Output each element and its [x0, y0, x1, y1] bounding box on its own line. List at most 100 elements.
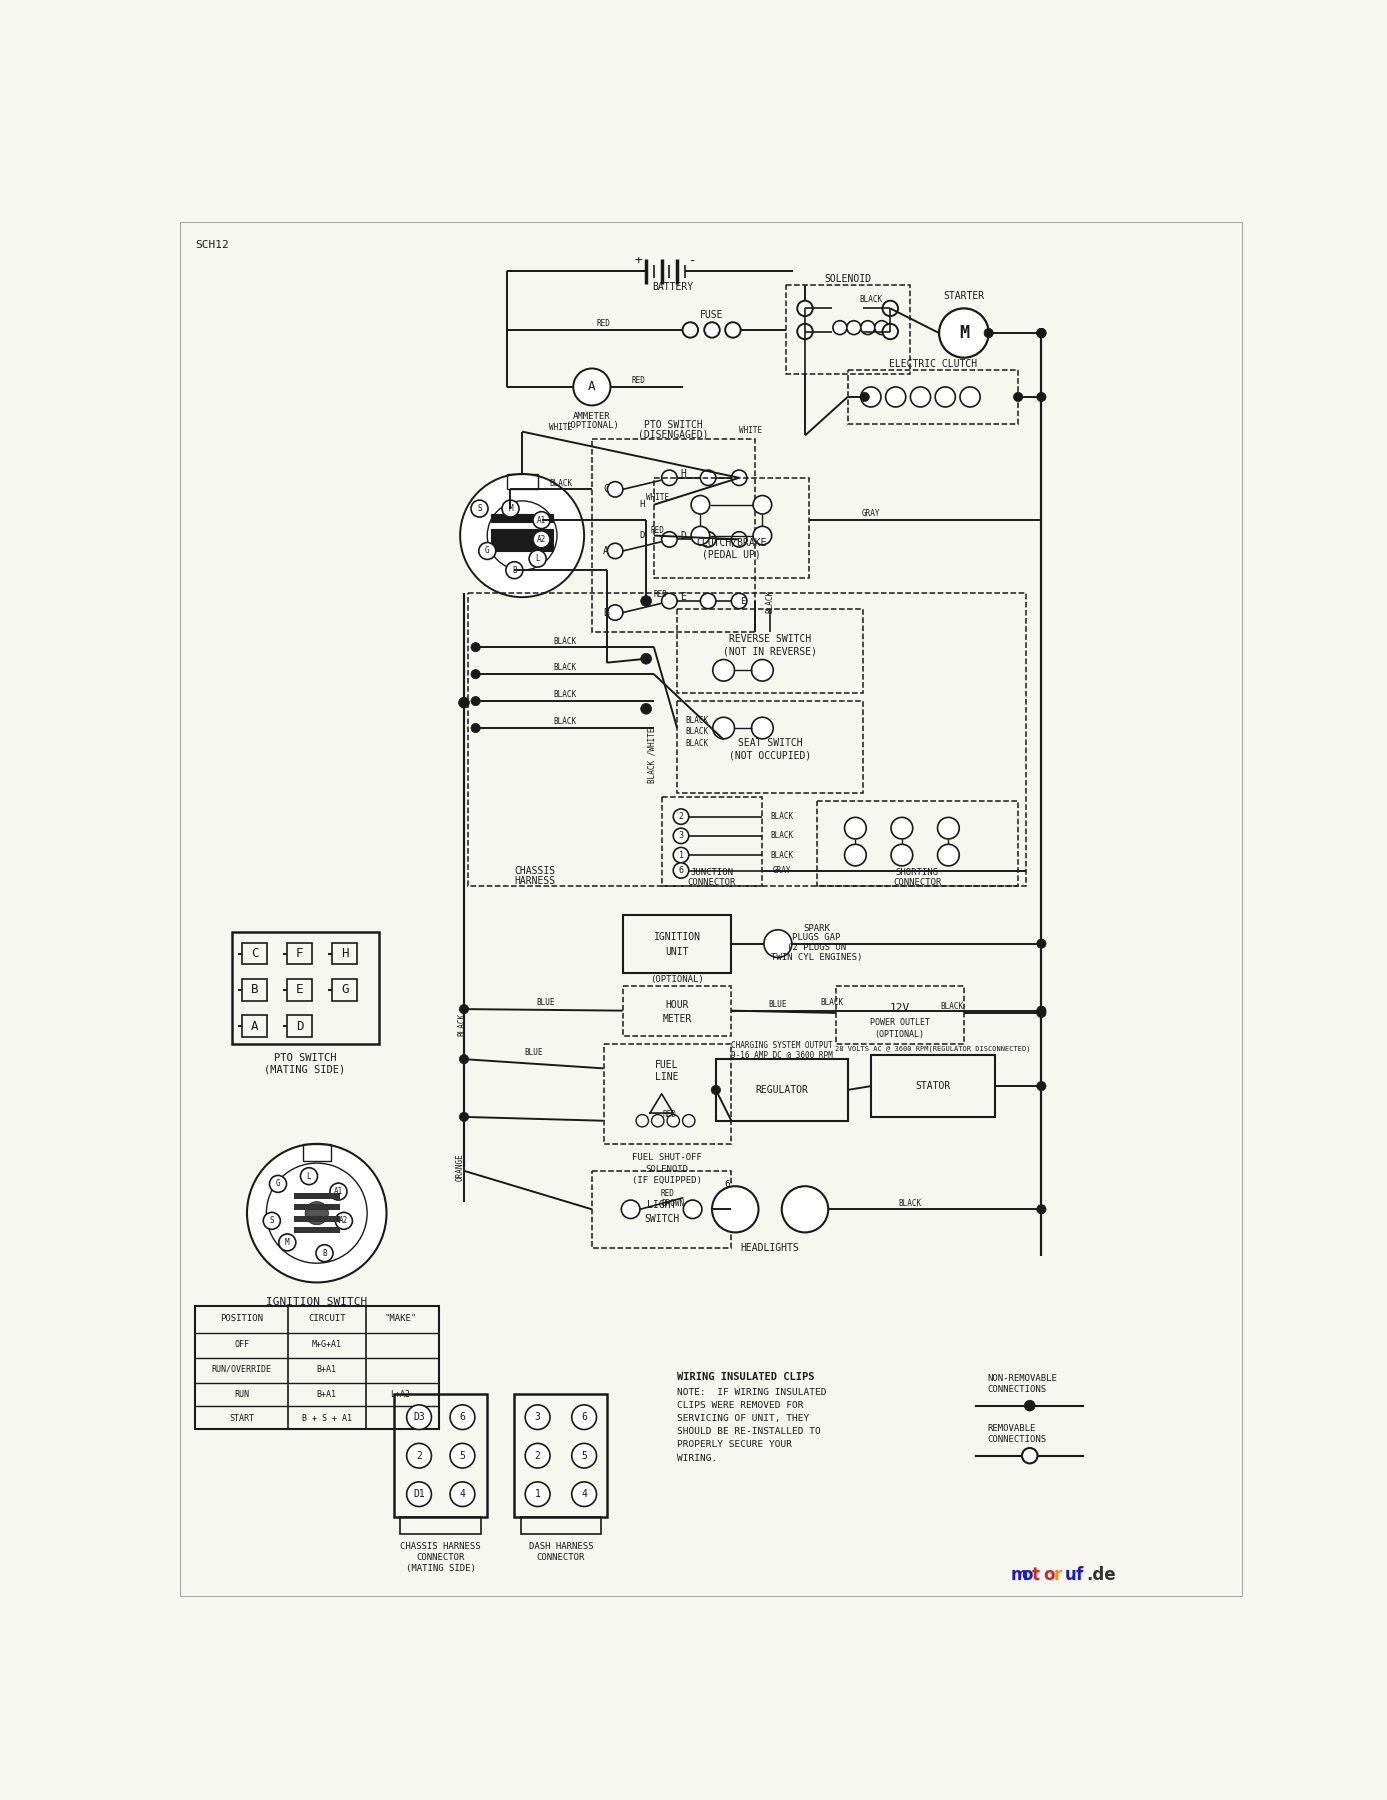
Circle shape — [691, 495, 710, 515]
Text: BLACK: BLACK — [685, 740, 707, 749]
Text: DASH HARNESS: DASH HARNESS — [528, 1543, 594, 1552]
Circle shape — [506, 562, 523, 578]
Text: METER: METER — [663, 1013, 692, 1024]
Circle shape — [652, 1114, 664, 1127]
Bar — [294, 1217, 340, 1222]
Circle shape — [449, 1444, 474, 1469]
Text: D: D — [295, 1019, 304, 1033]
Text: E: E — [295, 983, 304, 997]
Text: RUN: RUN — [234, 1390, 250, 1399]
Circle shape — [752, 659, 773, 680]
Text: G: G — [485, 547, 490, 556]
Circle shape — [682, 322, 698, 338]
Bar — [623, 914, 731, 974]
Text: 3: 3 — [678, 832, 684, 841]
Text: HOUR: HOUR — [666, 1001, 689, 1010]
Bar — [491, 515, 553, 522]
Circle shape — [621, 1201, 639, 1219]
Text: (PEDAL UP): (PEDAL UP) — [702, 549, 760, 560]
Text: 3: 3 — [534, 1413, 541, 1422]
Circle shape — [502, 500, 519, 517]
Circle shape — [798, 301, 813, 317]
Text: f: f — [1075, 1566, 1083, 1584]
Text: 5: 5 — [581, 1451, 587, 1462]
Circle shape — [472, 724, 480, 733]
Text: BLUE: BLUE — [524, 1048, 542, 1057]
Text: G: G — [276, 1179, 280, 1188]
Text: F: F — [295, 947, 304, 959]
Circle shape — [673, 862, 689, 878]
Circle shape — [939, 308, 989, 358]
Circle shape — [731, 594, 746, 608]
Text: FUEL: FUEL — [655, 1060, 678, 1071]
Text: CHASSIS: CHASSIS — [515, 866, 556, 875]
Circle shape — [753, 526, 771, 545]
Circle shape — [834, 320, 847, 335]
Bar — [294, 1204, 340, 1210]
Text: FUEL SHUT-OFF: FUEL SHUT-OFF — [632, 1154, 702, 1163]
Bar — [817, 801, 1018, 886]
Circle shape — [1036, 392, 1046, 401]
Circle shape — [667, 1114, 680, 1127]
Text: CLIPS WERE REMOVED FOR: CLIPS WERE REMOVED FOR — [677, 1400, 803, 1409]
Circle shape — [682, 1114, 695, 1127]
Text: HEADLIGHTS: HEADLIGHTS — [741, 1242, 799, 1253]
Text: PROPERLY SECURE YOUR: PROPERLY SECURE YOUR — [677, 1440, 792, 1449]
Circle shape — [330, 1183, 347, 1201]
Text: STARTER: STARTER — [943, 292, 985, 301]
Text: REGULATOR: REGULATOR — [756, 1085, 809, 1094]
Circle shape — [673, 828, 689, 844]
Text: CONNECTIONS: CONNECTIONS — [988, 1435, 1046, 1444]
Circle shape — [752, 716, 773, 738]
Text: (NOT OCCUPIED): (NOT OCCUPIED) — [730, 751, 811, 760]
Bar — [333, 943, 356, 965]
Bar — [677, 700, 863, 794]
Bar — [401, 1517, 481, 1534]
Circle shape — [571, 1481, 596, 1507]
Text: SOLENOID: SOLENOID — [645, 1165, 688, 1174]
Circle shape — [316, 1246, 333, 1262]
Text: NOTE:  IF WIRING INSULATED: NOTE: IF WIRING INSULATED — [677, 1388, 827, 1397]
Bar — [592, 439, 755, 632]
Text: BLACK: BLACK — [685, 716, 707, 725]
Text: (MATING SIDE): (MATING SIDE) — [265, 1064, 345, 1075]
Circle shape — [526, 1481, 551, 1507]
Text: CLUTCH/BRAKE: CLUTCH/BRAKE — [696, 538, 767, 549]
Bar — [287, 979, 312, 1001]
Circle shape — [684, 1201, 702, 1219]
Circle shape — [731, 470, 746, 486]
Circle shape — [861, 320, 875, 335]
Circle shape — [673, 808, 689, 824]
Circle shape — [882, 301, 897, 317]
Text: D1: D1 — [413, 1489, 424, 1499]
Text: S: S — [477, 504, 481, 513]
Circle shape — [845, 844, 867, 866]
Circle shape — [782, 1186, 828, 1233]
Text: PTO SWITCH: PTO SWITCH — [644, 421, 703, 430]
Text: .de: .de — [1086, 1566, 1117, 1584]
Text: B+A1: B+A1 — [316, 1364, 337, 1373]
Text: L: L — [307, 1172, 311, 1181]
Text: G: G — [341, 983, 348, 997]
Circle shape — [449, 1481, 474, 1507]
Text: GRAY: GRAY — [861, 509, 881, 518]
Text: B: B — [603, 608, 609, 617]
Text: A1: A1 — [537, 515, 546, 524]
Circle shape — [983, 328, 993, 338]
Text: 1: 1 — [678, 851, 684, 860]
Bar — [232, 932, 379, 1044]
Bar — [592, 1170, 731, 1247]
Text: BLACK /WHITE: BLACK /WHITE — [648, 727, 656, 783]
Text: BLACK: BLACK — [685, 727, 707, 736]
Circle shape — [571, 1404, 596, 1429]
Bar — [520, 1517, 601, 1534]
Text: A2: A2 — [537, 535, 546, 544]
Circle shape — [247, 1143, 387, 1282]
Text: o: o — [1043, 1566, 1054, 1584]
Text: BLACK: BLACK — [553, 718, 577, 727]
Circle shape — [882, 324, 897, 338]
Circle shape — [1036, 328, 1046, 338]
Circle shape — [845, 817, 867, 839]
Circle shape — [472, 643, 480, 652]
Text: 4: 4 — [459, 1489, 466, 1499]
